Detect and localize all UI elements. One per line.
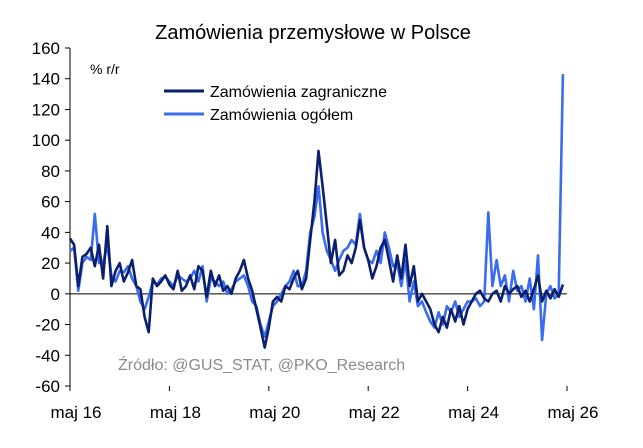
legend-label-ogolem: Zamówienia ogółem	[210, 107, 353, 124]
y-tick-label: 60	[41, 193, 60, 212]
series-layer	[68, 74, 565, 349]
legend-label-zagraniczne: Zamówienia zagraniczne	[210, 84, 387, 101]
x-tick-label: maj 24	[448, 403, 499, 422]
y-tick-label: 20	[41, 254, 60, 273]
y-tick-label: 40	[41, 223, 60, 242]
y-tick-label: 120	[32, 100, 60, 119]
x-tick-label: maj 18	[150, 403, 201, 422]
y-tick-label: -60	[35, 377, 60, 396]
x-tick-label: maj 22	[349, 403, 400, 422]
x-tick-label: maj 26	[547, 403, 598, 422]
y-tick-label: 140	[32, 70, 60, 89]
y-tick-label: -20	[35, 316, 60, 335]
axes: -60 -40 -20 0 20 40 60 80 100 120 140 160 maj 16 maj …	[32, 39, 599, 422]
y-tick-label: 80	[41, 162, 60, 181]
chart-title: Zamówienia przemysłowe w Polsce	[155, 22, 471, 44]
source-note: Źródło: @GUS_STAT, @PKO_Research	[118, 355, 405, 374]
y-tick-label: 160	[32, 39, 60, 58]
y-tick-label: -40	[35, 346, 60, 365]
y-tick-label: 0	[51, 285, 60, 304]
x-tick-label: maj 20	[249, 403, 300, 422]
series-line-zagraniczne	[68, 149, 565, 349]
y-tick-label: 100	[32, 131, 60, 150]
x-tick-label: maj 16	[50, 403, 101, 422]
legend: Zamówienia zagraniczne Zamówienia ogółem	[164, 84, 387, 124]
y-axis-label: % r/r	[90, 61, 120, 77]
